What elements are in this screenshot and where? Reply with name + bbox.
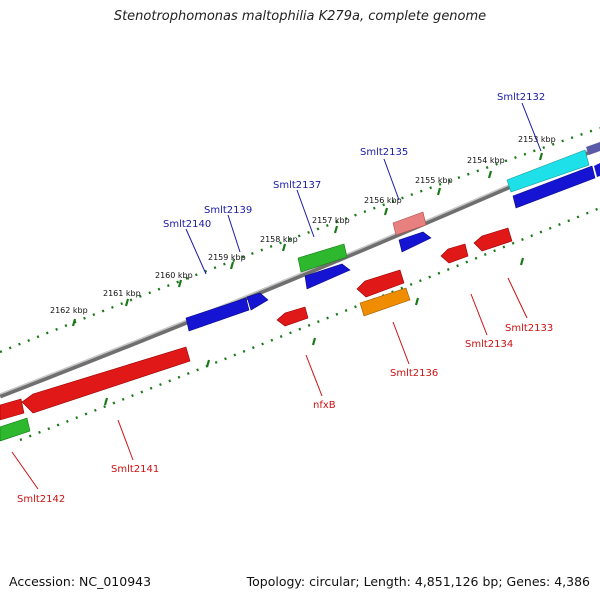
- gene-label-smlt2135: Smlt2135: [360, 147, 408, 158]
- genome-summary-text: Topology: circular; Length: 4,851,126 bp…: [246, 574, 590, 589]
- gene-labels: Smlt2140 Smlt2139 Smlt2137 Smlt2135 Smlt…: [17, 92, 553, 505]
- gene-smlt2136a-arrow[interactable]: [356, 269, 405, 298]
- gene-smlt2140-arrow[interactable]: [185, 297, 250, 332]
- gene-smlt2137-arrow[interactable]: [297, 243, 348, 273]
- gene-smlt2142b-arrow[interactable]: [0, 417, 31, 442]
- gene-smlt2139-arrow[interactable]: [246, 292, 269, 311]
- gene-label-smlt2134: Smlt2134: [465, 339, 513, 350]
- map-title: Stenotrophomonas maltophilia K279a, comp…: [113, 9, 487, 24]
- gene-smlt2138-arrow[interactable]: [304, 263, 351, 290]
- tick-label: 2162 kbp: [50, 306, 88, 315]
- gene-smlt2132-arrow[interactable]: [506, 149, 590, 193]
- gene-nfxb-arrow[interactable]: [276, 306, 309, 327]
- gene-label-smlt2136: Smlt2136: [390, 368, 438, 379]
- outer-ring-major-ticks: [71, 152, 544, 327]
- tick-label: 2161 kbp: [103, 289, 141, 298]
- inner-ring-major-ticks: [103, 257, 525, 406]
- tick-label: 2159 kbp: [208, 253, 246, 262]
- gene-smlt2131-arrow[interactable]: [512, 165, 596, 209]
- tick-label: 2160 kbp: [155, 271, 193, 280]
- gene-label-smlt2132: Smlt2132: [497, 92, 545, 103]
- gene-label-smlt2137: Smlt2137: [273, 180, 321, 191]
- gene-smlt2142-arrow[interactable]: [0, 398, 25, 421]
- scale-tick-labels: 2162 kbp 2161 kbp 2160 kbp 2159 kbp 2158…: [50, 135, 556, 315]
- gene-smlt2134-arrow[interactable]: [440, 243, 469, 264]
- reverse-strand-genes: [0, 227, 513, 442]
- gene-label-smlt2133: Smlt2133: [505, 323, 553, 334]
- forward-strand-genes: [185, 142, 600, 332]
- gene-label-nfxb: nfxB: [313, 400, 336, 411]
- gene-smlt2135b-arrow[interactable]: [398, 231, 432, 253]
- gene-label-smlt2140: Smlt2140: [163, 219, 211, 230]
- accession-text: Accession: NC_010943: [9, 574, 152, 589]
- gene-smlt2136-arrow[interactable]: [359, 287, 411, 317]
- gene-smlt2141-arrow[interactable]: [21, 346, 191, 414]
- tick-label: 2158 kbp: [260, 235, 298, 244]
- tick-label: 2156 kbp: [364, 196, 402, 205]
- label-leaders: [11, 102, 542, 490]
- gene-label-smlt2142: Smlt2142: [17, 494, 65, 505]
- gene-smlt2135-arrow[interactable]: [392, 211, 427, 236]
- tick-label: 2157 kbp: [312, 216, 350, 225]
- gene-label-smlt2141: Smlt2141: [111, 464, 159, 475]
- gene-label-smlt2139: Smlt2139: [204, 205, 252, 216]
- tick-label: 2154 kbp: [467, 156, 505, 165]
- gene-smlt2133-arrow[interactable]: [473, 227, 513, 252]
- tick-label: 2155 kbp: [415, 176, 453, 185]
